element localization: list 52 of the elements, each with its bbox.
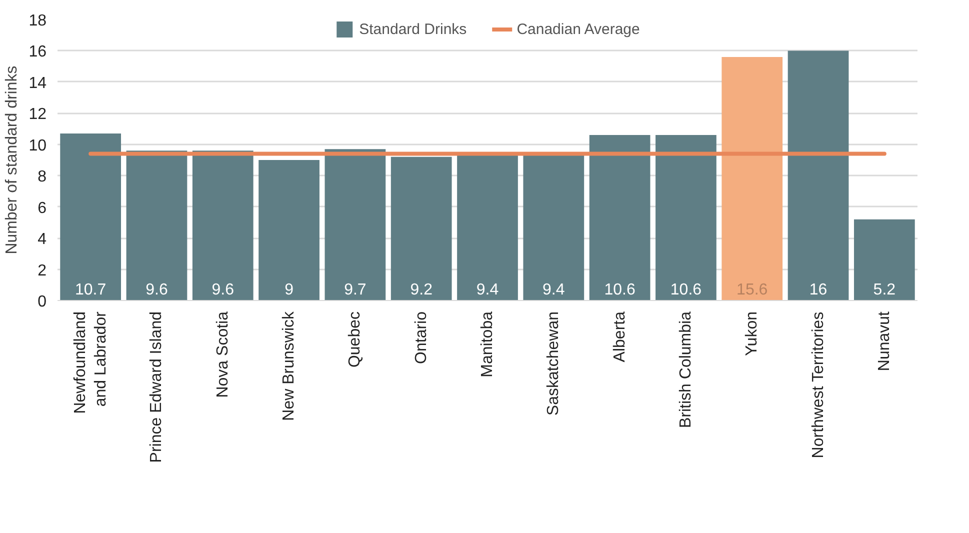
x-tick-label: Ontario — [412, 311, 430, 364]
bar — [192, 150, 254, 300]
data-label: 5.2 — [873, 282, 896, 298]
y-tick-label: 0 — [38, 294, 47, 310]
data-label: 9.6 — [212, 282, 234, 298]
y-tick-label: 10 — [28, 137, 47, 154]
data-label: 9.6 — [146, 282, 168, 298]
bar — [589, 135, 650, 300]
bar — [788, 50, 849, 300]
data-label: 9.4 — [542, 282, 565, 298]
data-label: 10.6 — [670, 282, 702, 298]
x-tick-label: Quebec — [346, 311, 364, 368]
bar — [390, 156, 452, 300]
x-tick-label: Northwest Territories — [810, 312, 827, 458]
data-label: 9.7 — [344, 282, 366, 298]
data-label: 15.6 — [736, 282, 768, 298]
x-tick-label: Yukon — [744, 312, 761, 356]
y-tick-label: 12 — [28, 106, 47, 124]
bar — [854, 219, 915, 300]
x-tick-label: Newfoundland and Labrador — [72, 310, 110, 414]
bar — [60, 133, 122, 300]
x-tick-label: British Columbia — [677, 311, 694, 428]
y-tick-label: 6 — [38, 200, 47, 217]
data-label: 16 — [809, 282, 828, 298]
data-label: 10.7 — [75, 282, 106, 298]
bar — [722, 56, 783, 300]
y-tick-label: 2 — [38, 262, 47, 280]
bar — [457, 154, 518, 300]
x-tick-label: Saskatchewan — [545, 312, 562, 416]
data-label: 9.2 — [410, 282, 433, 298]
x-tick-label: Manitoba — [479, 311, 496, 378]
x-tick-label: Nunavut — [876, 310, 893, 372]
y-tick-label: 8 — [38, 168, 47, 186]
x-tick-label: Prince Edward Island — [148, 312, 166, 463]
y-axis-title: Number of standard drinks — [4, 66, 21, 254]
y-tick-label: 14 — [28, 74, 47, 92]
data-label: 10.6 — [604, 282, 636, 298]
y-tick-label: 4 — [38, 231, 47, 248]
x-tick-label: Alberta — [611, 311, 628, 362]
legend-label: Standard Drinks — [359, 20, 467, 38]
y-tick-label: 18 — [28, 12, 47, 30]
x-tick-label: Nova Scotia — [214, 311, 232, 398]
bar — [523, 154, 584, 300]
bar — [126, 150, 188, 300]
data-label: 9 — [284, 282, 294, 298]
y-tick-label: 16 — [28, 44, 47, 61]
legend-label: Canadian Average — [516, 20, 640, 38]
bar — [324, 149, 386, 300]
x-tick-label: New Brunswick — [280, 310, 298, 421]
bar — [258, 160, 320, 300]
data-label: 9.4 — [476, 282, 499, 298]
bar — [656, 135, 716, 300]
